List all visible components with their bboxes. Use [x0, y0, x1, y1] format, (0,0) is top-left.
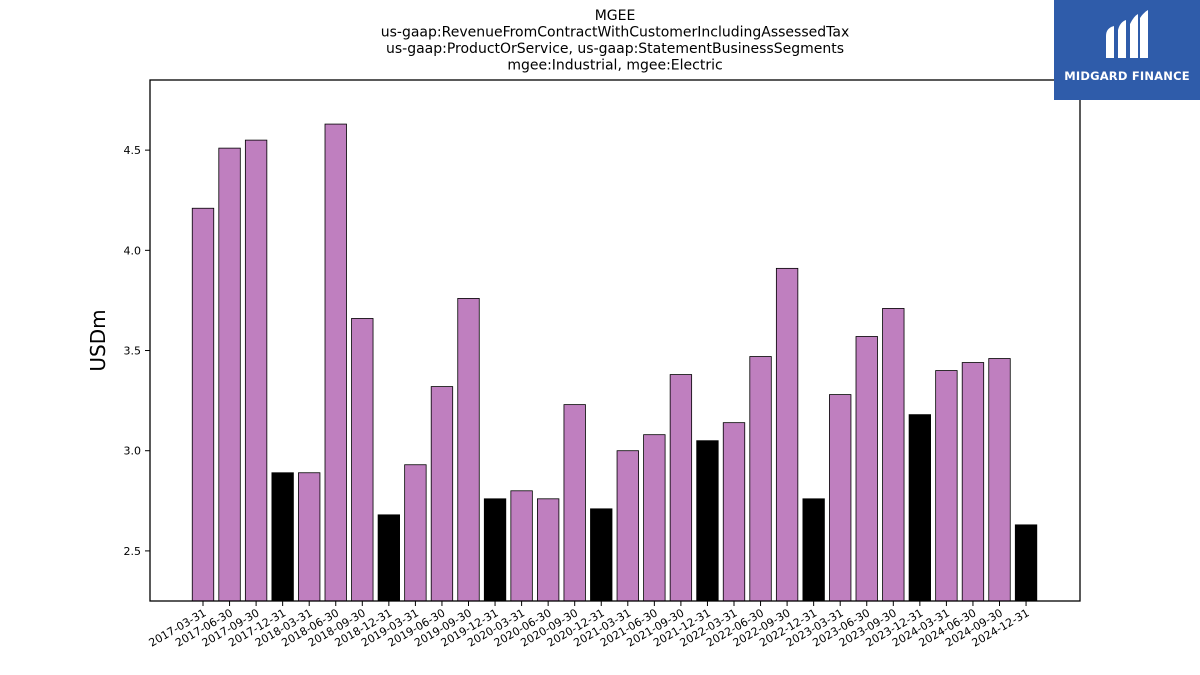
bar [430, 386, 454, 602]
bar [643, 434, 666, 602]
chart-title-line: us-gaap:RevenueFromContractWithCustomerI… [381, 25, 850, 41]
plot-frame [149, 79, 1081, 602]
bar [616, 450, 639, 602]
bar [775, 267, 799, 602]
bar [563, 404, 586, 602]
logo-text: MIDGARD FINANCE [1064, 69, 1190, 83]
bar [961, 362, 985, 602]
y-axis: 2.5 3.0 3.5 4.0 4.5 [124, 144, 150, 558]
bar [351, 318, 374, 602]
bar [537, 498, 560, 602]
bar [483, 498, 507, 602]
bar [802, 498, 825, 602]
bar [457, 298, 480, 602]
bar [298, 472, 321, 602]
bar [722, 422, 746, 602]
bar [244, 139, 268, 602]
bar [218, 147, 241, 602]
x-axis: 2017-03-312017-06-302017-09-302017-12-31… [147, 601, 1032, 650]
bar [324, 123, 347, 602]
bar [1014, 524, 1038, 602]
chart-title-line: mgee:Industrial, mgee:Electric [507, 58, 722, 74]
chart-title-line: us-gaap:ProductOrService, us-gaap:Statem… [386, 41, 844, 57]
y-tick-label: 4.5 [124, 144, 142, 157]
bar [829, 394, 852, 602]
bar [908, 414, 931, 602]
y-tick-label: 4.0 [124, 244, 142, 257]
bar [749, 356, 772, 602]
bar [191, 207, 215, 602]
bar [882, 308, 905, 602]
bar [855, 336, 878, 602]
midgard-logo-icon [1106, 10, 1148, 58]
chart-title: MGEEus-gaap:RevenueFromContractWithCusto… [381, 8, 850, 74]
bar [404, 464, 427, 602]
y-tick-label: 3.5 [124, 345, 142, 358]
y-axis-label: USDm [86, 309, 110, 371]
bar [377, 514, 401, 602]
bar [988, 358, 1011, 602]
midgard-finance-logo: MIDGARD FINANCE [1054, 0, 1200, 100]
y-tick-label: 2.5 [124, 545, 142, 558]
bar [271, 472, 294, 602]
chart-title-line: MGEE [595, 8, 636, 24]
bar [669, 374, 693, 602]
bars-group [191, 123, 1038, 602]
bar [696, 440, 719, 602]
bar [935, 370, 958, 602]
y-tick-label: 3.0 [124, 445, 142, 458]
bar [590, 508, 613, 602]
bar [510, 490, 533, 602]
